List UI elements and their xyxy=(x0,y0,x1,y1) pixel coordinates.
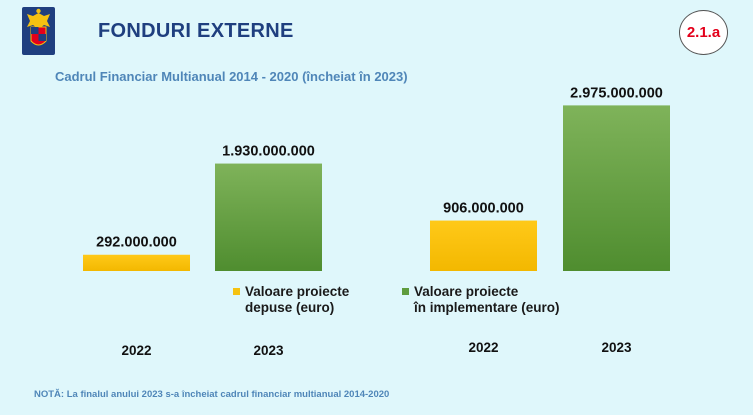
legend-swatch-implementare xyxy=(402,288,409,295)
year-label-2-2022: 2022 xyxy=(468,340,498,355)
year-label-1-2022: 2022 xyxy=(121,343,151,358)
legend-label-implementare: Valoare proiecte în implementare (euro) xyxy=(414,284,560,315)
legend-swatch-depuse xyxy=(233,288,240,295)
data-label-2-2023: 2.975.000.000 xyxy=(570,85,663,101)
data-label-1-2022: 292.000.000 xyxy=(96,235,177,251)
footnote: NOTĂ: La finalul anului 2023 s-a încheia… xyxy=(34,389,390,400)
data-label-1-2023: 1.930.000.000 xyxy=(222,144,315,160)
page-title: FONDURI EXTERNE xyxy=(98,20,294,42)
year-label-1-2023: 2023 xyxy=(253,343,284,358)
bar-1-2022 xyxy=(83,254,190,271)
chart-subtitle: Cadrul Financiar Multianual 2014 - 2020 … xyxy=(55,69,408,84)
coat-of-arms-icon xyxy=(22,7,55,55)
year-label-2-2023: 2023 xyxy=(601,340,632,355)
slide-number-badge: 2.1.a xyxy=(679,10,728,55)
bar-1-2023 xyxy=(215,163,322,271)
data-label-2-2022: 906.000.000 xyxy=(443,201,524,217)
bar-2-2023 xyxy=(563,105,670,272)
legend-label-depuse: Valoare proiecte depuse (euro) xyxy=(245,284,350,315)
bar-2-2022 xyxy=(430,220,537,271)
